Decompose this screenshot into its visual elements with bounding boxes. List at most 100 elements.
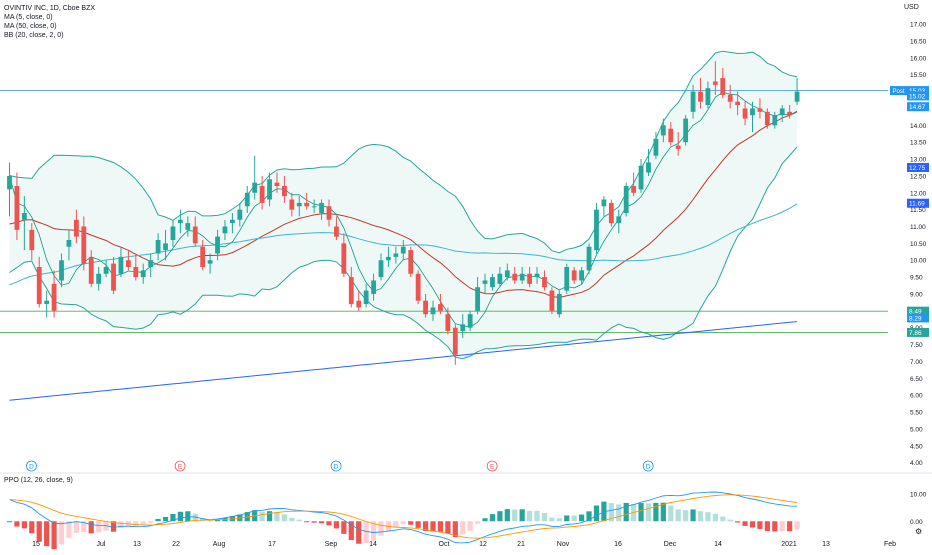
price-tag-label-box	[890, 86, 907, 96]
candle-body	[423, 300, 428, 315]
candle	[14, 172, 20, 240]
candle	[59, 253, 64, 288]
price-tag-box	[907, 198, 929, 208]
candle-body	[482, 280, 488, 284]
candle	[742, 101, 748, 126]
candle-body	[267, 179, 272, 200]
ppo-histogram-bar	[274, 512, 280, 522]
dividend-marker[interactable]: D	[642, 460, 654, 472]
candle	[727, 84, 733, 109]
candle	[668, 121, 674, 146]
candle	[7, 162, 12, 217]
x-tick-label: Dec	[664, 541, 677, 548]
candle-body	[623, 186, 629, 214]
dividend-marker[interactable]: D	[26, 460, 37, 472]
candle-body	[334, 226, 339, 237]
candle	[519, 266, 525, 284]
candle-body	[386, 256, 391, 261]
x-tick-label: Feb	[884, 541, 896, 548]
ma200-line	[9, 321, 798, 401]
candle-body	[59, 260, 64, 281]
price-tag: 15.02	[907, 91, 929, 101]
candle	[608, 199, 614, 227]
candle	[133, 253, 139, 281]
price-tag-value: 8.29	[909, 315, 922, 322]
ppo-histogram-bar	[408, 521, 414, 525]
ppo-legend[interactable]: PPO (12, 26, close, 9)	[4, 477, 73, 484]
ppo-histogram-bar	[772, 521, 778, 532]
candle-body	[698, 91, 703, 102]
candle	[371, 273, 376, 301]
indicator-bb[interactable]: BB (20, close, 2, 0)	[4, 32, 64, 39]
candle-body	[527, 273, 532, 284]
y-tick-label: 12.50	[910, 173, 927, 180]
candle	[118, 246, 124, 278]
ppo-histogram-bar	[683, 510, 689, 522]
dividend-marker[interactable]: D	[330, 460, 342, 472]
y-tick-label: 6.00	[910, 393, 923, 400]
earnings-marker[interactable]: E	[174, 460, 186, 472]
candle	[96, 266, 102, 291]
ppo-histogram-bar	[489, 514, 496, 522]
x-tick-label: Nov	[557, 541, 570, 548]
ppo-histogram-bar	[133, 521, 139, 527]
ppo-histogram-bar	[36, 521, 42, 542]
candle	[460, 314, 466, 338]
candle	[564, 263, 570, 294]
ppo-histogram-bar	[720, 516, 726, 522]
candle-body	[111, 263, 116, 291]
price-tag-box	[907, 162, 929, 172]
candle	[497, 266, 503, 288]
price-tag: 14.67	[907, 102, 929, 112]
ppo-histogram-bar	[564, 515, 570, 522]
price-tag: 11.69	[907, 198, 929, 208]
candle	[787, 105, 793, 119]
ppo-histogram-bar	[534, 510, 540, 522]
candle-body	[750, 108, 755, 116]
candle-body	[646, 162, 651, 173]
candle	[438, 293, 443, 315]
ppo-histogram-bar	[363, 521, 369, 544]
ppo-histogram-bar	[794, 521, 800, 530]
ppo-histogram-bar	[88, 521, 94, 534]
ppo-histogram-bar	[356, 521, 362, 544]
candle-body	[438, 304, 443, 311]
candle	[296, 196, 302, 217]
candle	[646, 148, 651, 176]
ppo-histogram-bar	[318, 521, 325, 524]
candle-body	[304, 202, 310, 207]
ppo-histogram-bar	[110, 521, 117, 532]
candle	[452, 324, 458, 365]
indicator-ma5[interactable]: MA (5, close, 0)	[4, 14, 53, 21]
candle	[445, 307, 451, 335]
candle-body	[668, 128, 674, 143]
indicator-ma50[interactable]: MA (50, close, 0)	[4, 23, 57, 30]
candle	[326, 199, 332, 227]
candle-body	[207, 260, 213, 264]
settings-gear-icon[interactable]: ⚙	[915, 527, 922, 536]
candle-body	[586, 246, 592, 271]
candle-body	[140, 270, 146, 278]
candle-body	[452, 327, 458, 355]
candle	[408, 246, 414, 278]
candle-body	[215, 236, 220, 254]
candle	[556, 290, 562, 318]
candle	[125, 250, 131, 271]
price-tag-box	[907, 102, 929, 112]
candle-body	[66, 240, 72, 247]
candle-body	[21, 213, 27, 220]
ppo-histogram-bar	[653, 502, 659, 522]
price-tag-value: 11.69	[909, 201, 925, 208]
candle-body	[497, 273, 503, 284]
candle-body	[764, 111, 770, 126]
y-tick-label: 9.00	[910, 291, 923, 298]
event-marker-label: D	[646, 464, 651, 471]
candle	[794, 78, 800, 106]
ppo-histogram-bar	[29, 521, 35, 534]
ppo-histogram-bar	[616, 504, 622, 522]
ppo-histogram-bar	[697, 511, 704, 522]
earnings-marker[interactable]: E	[486, 460, 498, 472]
candle	[423, 293, 428, 318]
candle	[631, 172, 637, 197]
